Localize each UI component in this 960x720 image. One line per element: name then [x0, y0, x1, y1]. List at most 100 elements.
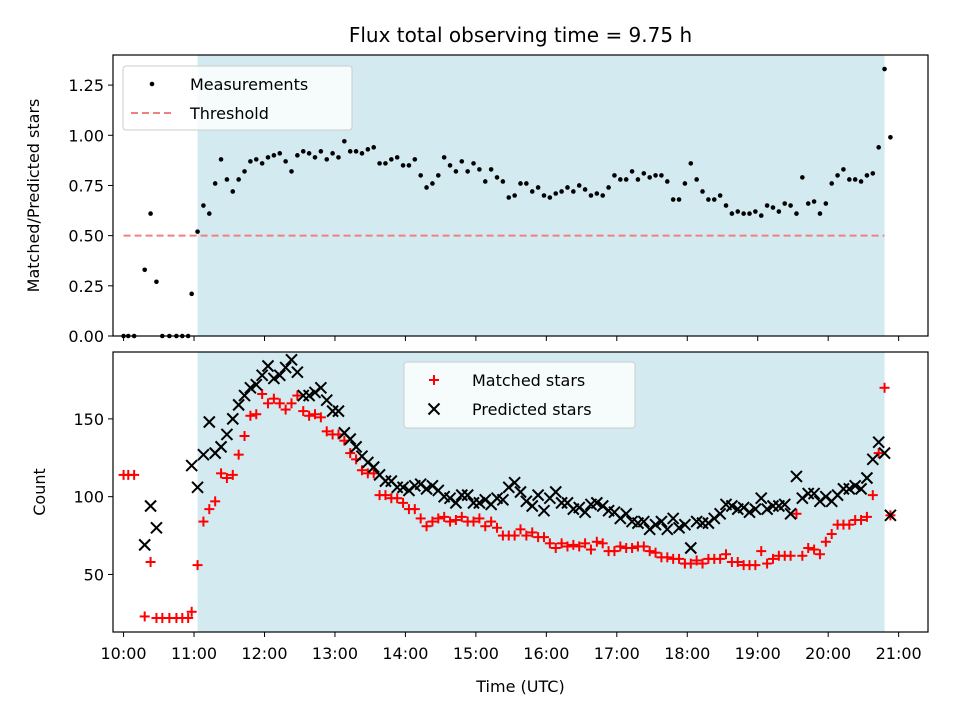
- matched-star-point: [274, 398, 285, 409]
- matched-star-point: [644, 546, 655, 557]
- predicted-star-point: [267, 372, 281, 385]
- predicted-star-point: [637, 515, 651, 528]
- predicted-stars-legend-label: Predicted stars: [472, 400, 592, 419]
- ratio-y-tick-label: 0.50: [68, 227, 104, 246]
- measurement-point: [741, 211, 746, 216]
- matched-star-point: [492, 522, 503, 533]
- predicted-star-point: [279, 361, 292, 374]
- predicted-star-point: [326, 404, 339, 418]
- predicted-star-point: [144, 499, 157, 513]
- measurement-point: [500, 179, 506, 184]
- matched-stars-legend-label: Matched stars: [472, 371, 585, 390]
- x-tick-label: 12:00: [241, 644, 287, 663]
- predicted-star-point: [619, 507, 633, 520]
- matched-star-point: [356, 465, 367, 476]
- predicted-star-point: [725, 499, 739, 513]
- measurement-point: [529, 189, 535, 194]
- x-tick-label: 19:00: [735, 644, 781, 663]
- ratio-panel: 0.00 0.25 0.50 0.75 1.00 1.25 Flux total obse…: [24, 23, 929, 346]
- ratio-panel-frame: [112, 54, 929, 337]
- measurements-legend-marker: [149, 81, 155, 87]
- predicted-star-point: [878, 446, 891, 460]
- predicted-star-point: [802, 487, 815, 500]
- predicted-star-point: [255, 369, 269, 382]
- measurement-point: [453, 169, 459, 174]
- measurements-series: [121, 66, 893, 339]
- predicted-star-point: [390, 481, 404, 494]
- matched-star-point: [268, 393, 279, 404]
- predicted-star-point: [790, 470, 803, 483]
- measurement-point: [864, 173, 870, 178]
- measurement-point: [735, 209, 741, 214]
- matched-star-point: [186, 606, 197, 617]
- measurement-point: [553, 191, 559, 196]
- matched-star-point: [562, 541, 573, 552]
- measurement-point: [365, 147, 371, 152]
- measurement-point: [694, 177, 699, 182]
- measurement-point: [600, 193, 606, 198]
- predicted-star-point: [784, 507, 797, 520]
- predicted-star-point: [872, 436, 885, 449]
- matched-star-point: [227, 469, 238, 480]
- measurement-point: [253, 157, 259, 162]
- measurement-point: [230, 189, 236, 194]
- measurement-point: [647, 175, 652, 180]
- predicted-star-point: [496, 493, 510, 506]
- measurement-point: [858, 179, 864, 184]
- predicted-star-point: [396, 481, 410, 494]
- matched-star-point: [298, 406, 309, 417]
- measurement-point: [218, 157, 224, 162]
- predicted-star-point: [884, 509, 897, 522]
- predicted-star-point: [749, 502, 762, 516]
- measurement-point: [224, 177, 230, 182]
- measurement-point: [706, 197, 711, 202]
- measurement-point: [248, 159, 253, 164]
- predicted-star-point: [860, 471, 874, 485]
- count-panel-y-axis-label: Count: [30, 468, 49, 516]
- predicted-star-point: [578, 506, 592, 519]
- matched-star-point: [544, 538, 555, 549]
- matched-star-point: [785, 550, 796, 561]
- matched-star-point: [216, 468, 227, 479]
- measurement-point: [776, 209, 782, 214]
- measurement-point: [206, 211, 212, 216]
- matched-star-point: [233, 449, 244, 460]
- matched-star-point: [803, 543, 814, 553]
- matched-star-point: [556, 538, 567, 549]
- matched-star-point: [515, 524, 526, 535]
- measurement-point: [541, 193, 547, 198]
- predicted-star-point: [766, 499, 780, 513]
- measurement-point: [565, 185, 570, 190]
- matched-star-point: [856, 515, 867, 525]
- predicted-star-point: [672, 521, 686, 534]
- measurement-point: [659, 173, 664, 178]
- matched-star-point: [691, 555, 702, 566]
- measurement-point: [259, 161, 265, 166]
- predicted-star-point: [837, 482, 850, 496]
- measurement-point: [471, 161, 476, 166]
- matched-star-point: [345, 448, 356, 459]
- matched-star-point: [750, 560, 761, 571]
- measurement-point: [477, 167, 482, 172]
- matched-stars-legend-marker: [429, 375, 439, 385]
- matched-star-point: [597, 538, 608, 549]
- measurement-point: [829, 181, 835, 186]
- predicted-star-point: [344, 432, 357, 446]
- measurement-point: [588, 193, 594, 198]
- matched-star-point: [521, 530, 532, 541]
- measurement-point: [782, 201, 788, 206]
- matched-star-point: [574, 541, 585, 552]
- measurement-point: [800, 175, 805, 180]
- matched-star-point: [585, 544, 596, 555]
- matched-star-point: [210, 496, 221, 507]
- measurement-point: [318, 149, 324, 154]
- matched-star-point: [527, 527, 538, 538]
- x-tick-label: 21:00: [876, 644, 922, 663]
- measurement-point: [389, 157, 394, 162]
- ratio-y-tick-label: 1.25: [68, 76, 104, 95]
- x-axis-label: Time (UTC): [475, 677, 564, 696]
- measurement-point: [729, 211, 735, 216]
- matched-star-point: [309, 409, 320, 420]
- x-tick-label: 14:00: [382, 644, 428, 663]
- measurement-point: [148, 211, 153, 216]
